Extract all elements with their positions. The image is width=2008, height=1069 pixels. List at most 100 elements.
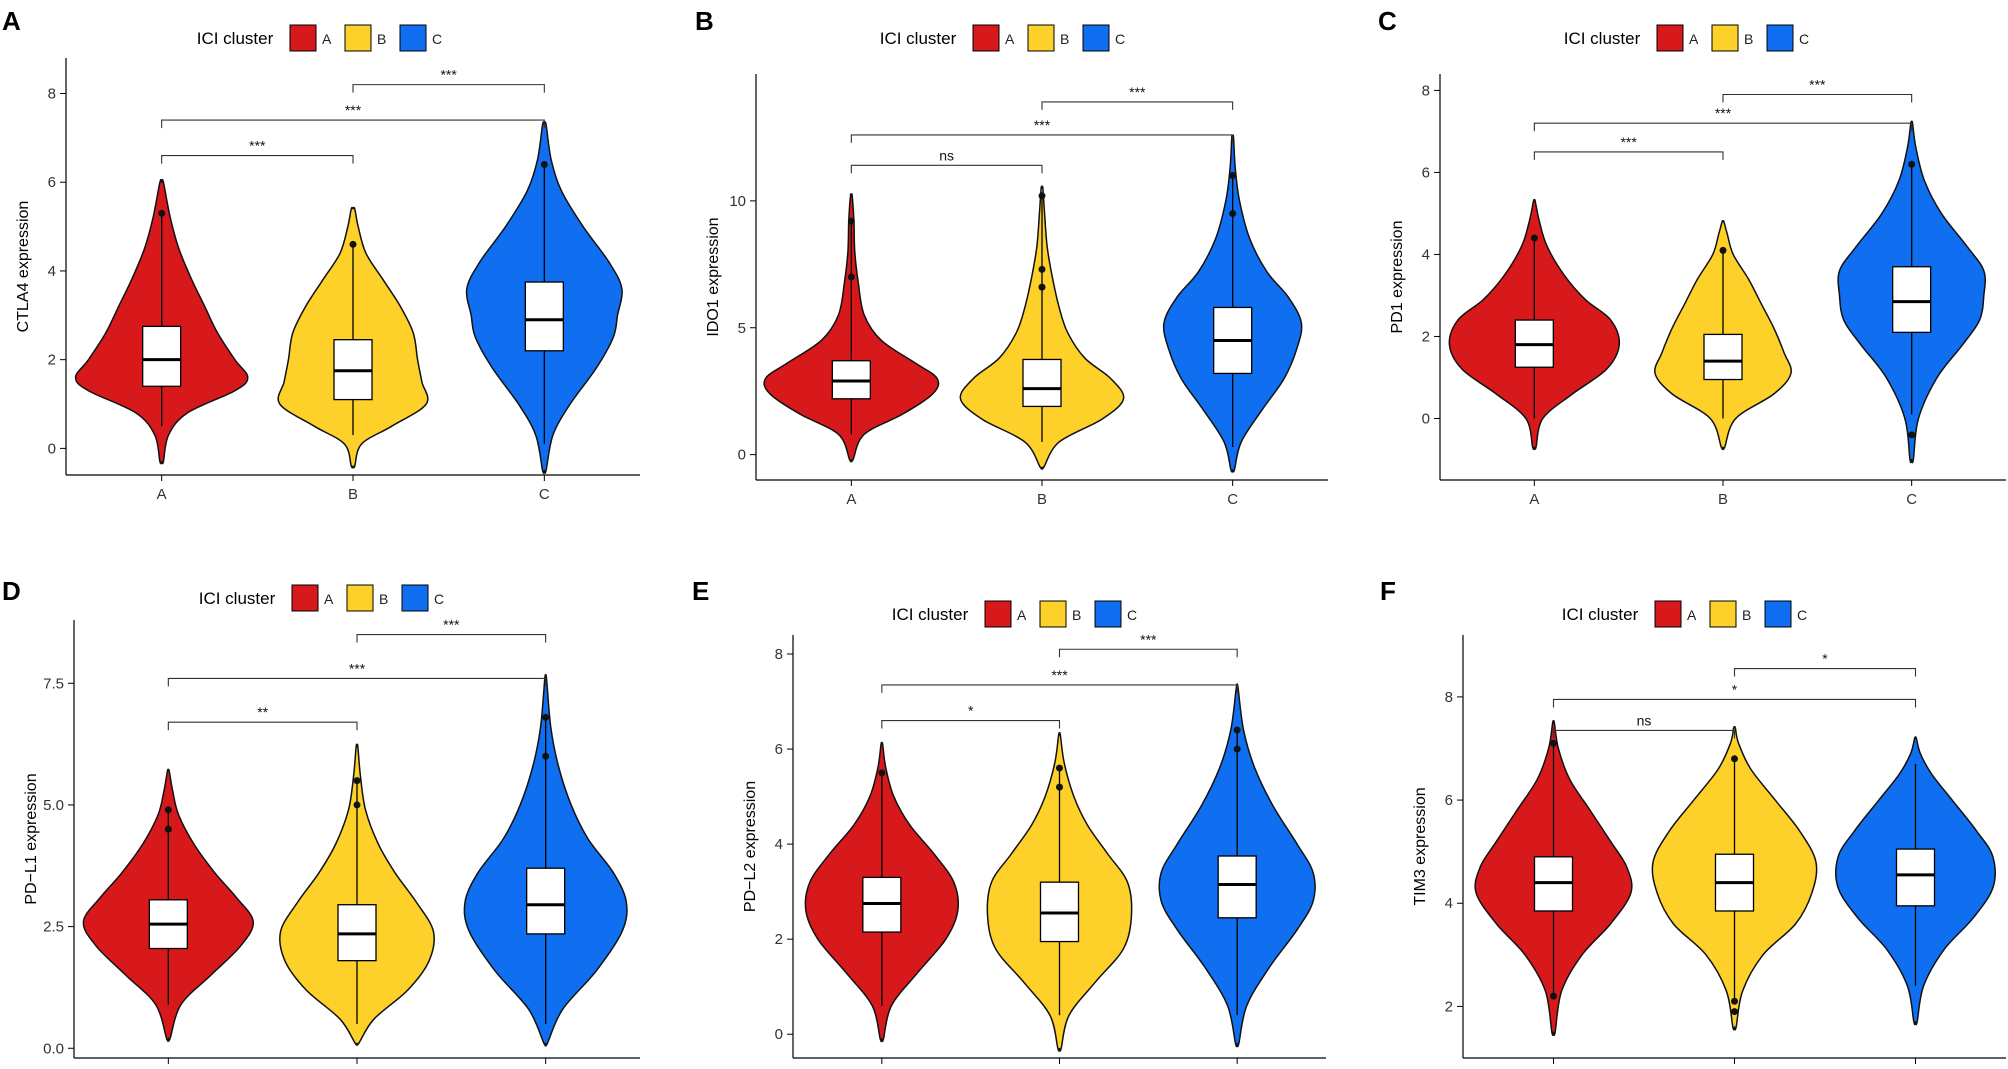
y-tick-label: 2 xyxy=(1422,328,1430,345)
y-tick-label: 6 xyxy=(1445,792,1453,809)
legend-swatch-b xyxy=(1711,24,1739,52)
box xyxy=(524,281,564,352)
outlier-point xyxy=(353,801,361,809)
legend-label-a: A xyxy=(1005,31,1015,47)
legend-label-c: C xyxy=(1797,607,1807,623)
bracket-line xyxy=(850,134,1234,143)
significance-label: *** xyxy=(440,67,457,83)
outlier-point xyxy=(542,713,550,721)
panel-letter: B xyxy=(695,6,714,36)
significance-label: *** xyxy=(1140,631,1157,647)
significance-label: ** xyxy=(257,704,268,720)
violin-a xyxy=(804,741,960,1043)
outlier-point xyxy=(1229,172,1237,179)
bracket-line xyxy=(1041,101,1234,110)
panel-letter: C xyxy=(1378,6,1397,36)
x-tick-label: A xyxy=(1529,491,1539,508)
box xyxy=(142,325,182,387)
legend-label-b: B xyxy=(1060,31,1069,47)
violin-c xyxy=(463,674,628,1047)
outlier-point xyxy=(847,273,855,281)
violin-c xyxy=(1835,736,1996,1026)
bracket-line xyxy=(1058,648,1238,658)
significance-bracket: *** xyxy=(161,138,354,164)
outlier-point xyxy=(1530,234,1538,242)
violin-c xyxy=(465,121,623,474)
outlier-point xyxy=(1731,755,1738,763)
legend-swatch-a xyxy=(289,24,317,52)
y-axis-label: PD1 expression xyxy=(1389,221,1406,334)
x-tick-label: A xyxy=(157,486,167,503)
bracket-line xyxy=(1552,698,1917,708)
legend-label-b: B xyxy=(379,591,388,607)
significance-bracket: *** xyxy=(1533,105,1913,132)
legend-title: ICI cluster xyxy=(197,29,274,48)
significance-bracket: ns xyxy=(850,147,1043,174)
y-tick-label: 2 xyxy=(775,931,783,948)
x-tick-label: C xyxy=(1227,491,1238,508)
significance-bracket: *** xyxy=(1058,631,1238,658)
significance-bracket: *** xyxy=(1041,84,1234,110)
panel-letter: A xyxy=(2,6,21,36)
bracket-line xyxy=(881,720,1061,729)
x-tick-label: A xyxy=(846,491,856,508)
violin-a xyxy=(1474,720,1633,1036)
outlier-point xyxy=(1908,431,1916,439)
outlier-point xyxy=(164,806,172,814)
significance-bracket: *** xyxy=(1533,134,1724,160)
violin-b xyxy=(959,185,1125,470)
panel-d: D ICI cluster A B C 0.0 2.5 5.0 7.5 PD−L1 express… xyxy=(2,576,640,1064)
significance-label: ns xyxy=(1637,712,1652,728)
significance-bracket: *** xyxy=(356,617,547,643)
y-tick-label: 4 xyxy=(1445,895,1453,912)
y-tick-label: 2 xyxy=(1445,998,1453,1015)
bracket-line xyxy=(850,164,1043,174)
outlier-point xyxy=(1056,783,1063,791)
bracket-line xyxy=(1722,93,1913,103)
x-tick-label: C xyxy=(539,486,550,503)
y-tick-label: 8 xyxy=(48,85,56,102)
outlier-point xyxy=(878,769,886,777)
legend-label-c: C xyxy=(1799,31,1809,47)
panel-letter: F xyxy=(1380,576,1396,606)
significance-bracket: * xyxy=(881,703,1061,729)
panel-letter: E xyxy=(692,576,709,606)
outlier-point xyxy=(1233,726,1241,734)
legend: ICI cluster A B C xyxy=(1562,600,1807,628)
y-tick-label: 0 xyxy=(1422,410,1430,427)
significance-label: *** xyxy=(249,138,266,154)
significance-bracket: ** xyxy=(167,704,358,731)
violin-a xyxy=(763,193,940,463)
significance-label: *** xyxy=(1620,134,1637,150)
y-tick-label: 4 xyxy=(775,836,783,853)
legend-title: ICI cluster xyxy=(1564,29,1641,48)
y-tick-label: 2 xyxy=(48,352,56,369)
y-tick-label: 8 xyxy=(1445,689,1453,706)
legend-swatch-b xyxy=(1039,600,1067,628)
y-tick-label: 10 xyxy=(729,193,746,210)
outlier-point xyxy=(158,209,166,217)
legend-title: ICI cluster xyxy=(1562,605,1639,624)
significance-label: * xyxy=(1732,681,1738,697)
y-tick-label: 6 xyxy=(775,741,783,758)
bracket-line xyxy=(352,84,545,93)
bracket-line xyxy=(1552,729,1736,739)
violin-c xyxy=(1162,134,1303,473)
box xyxy=(1703,333,1743,381)
legend-swatch-c xyxy=(401,584,429,612)
y-tick-label: 0.0 xyxy=(43,1040,64,1057)
bracket-line xyxy=(1533,151,1724,160)
y-axis-label: PD−L1 expression xyxy=(23,773,40,904)
significance-bracket: *** xyxy=(881,667,1238,693)
violin-b xyxy=(279,743,435,1046)
x-tick-label: B xyxy=(1037,491,1047,508)
panel-letter: D xyxy=(2,576,21,606)
box xyxy=(1895,848,1936,907)
x-tick-label: B xyxy=(1718,491,1728,508)
significance-label: ns xyxy=(939,147,954,163)
legend-swatch-a xyxy=(291,584,319,612)
x-tick-label: C xyxy=(1906,491,1917,508)
outlier-point xyxy=(847,217,855,225)
outlier-point xyxy=(1056,764,1063,772)
